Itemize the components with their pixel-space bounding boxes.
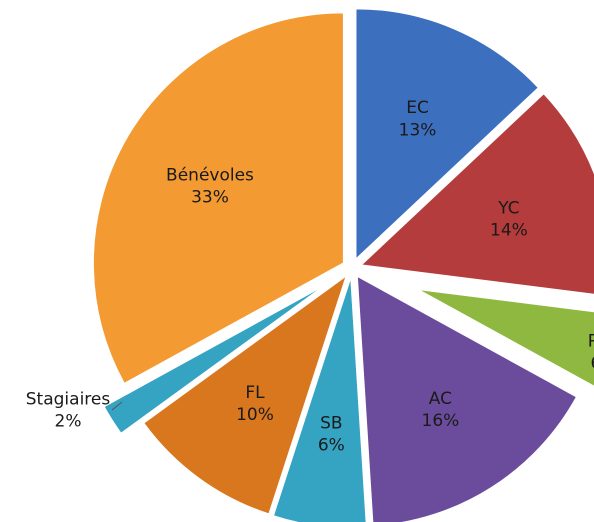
pie-slice [418, 289, 594, 387]
pie-slice [272, 277, 367, 522]
slice-label: SB 6% [318, 413, 345, 455]
slice-name: Bénévoles [166, 166, 254, 186]
slice-label: Bénévoles 33% [166, 166, 254, 208]
leader-line [111, 401, 123, 411]
slice-value: 2% [55, 412, 82, 432]
pie-slice [355, 8, 539, 260]
slice-label: YC 14% [490, 199, 528, 241]
slice-value: 16% [422, 411, 460, 431]
slice-name: FL [245, 383, 265, 403]
pie-slice [360, 93, 594, 295]
slice-label: FL 10% [236, 383, 274, 425]
slice-label: EC 13% [399, 98, 437, 140]
slice-value: 10% [236, 405, 274, 425]
slice-name: EC [406, 98, 429, 118]
slice-value: 14% [490, 221, 528, 241]
pie-slice [92, 12, 344, 385]
slice-label: AC 16% [422, 389, 460, 431]
slice-value: 13% [399, 120, 437, 140]
slice-label: PhV 6% [588, 331, 594, 373]
slice-value: 6% [591, 354, 594, 374]
slice-name: PhV [588, 331, 594, 351]
slice-name: SB [320, 413, 342, 433]
pie-slice [103, 285, 324, 434]
slice-name: AC [429, 389, 452, 409]
slice-label: Stagiaires 2% [26, 390, 111, 432]
slice-name: YC [497, 199, 519, 219]
slice-value: 6% [318, 435, 345, 455]
pie-slice [356, 275, 578, 522]
slice-name: Stagiaires [26, 390, 111, 410]
pie-slice [143, 274, 348, 515]
slice-value: 33% [191, 188, 229, 208]
